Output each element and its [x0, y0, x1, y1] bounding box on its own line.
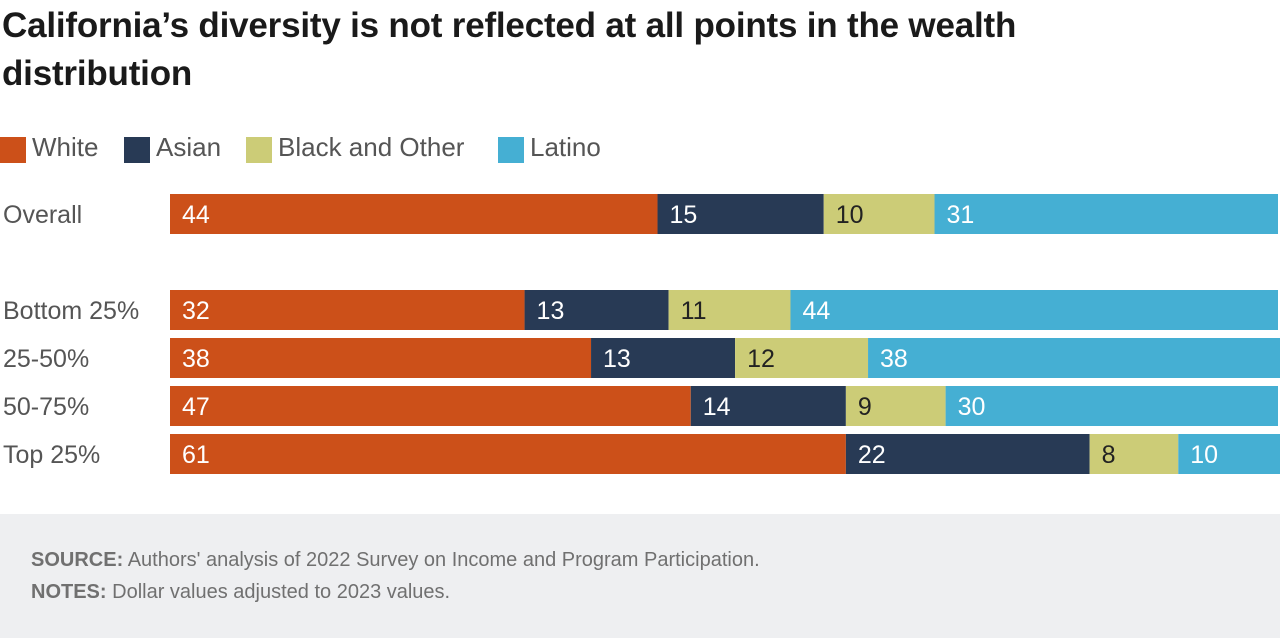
data-label-white-overall: 44: [182, 201, 210, 229]
category-label-bottom-25pct: Bottom 25%: [3, 297, 139, 325]
legend-label-white: White: [32, 132, 99, 162]
bar-white-top-25pct: [170, 434, 846, 474]
bar-latino-top-25pct: [1178, 434, 1280, 474]
category-label-50-75pct: 50-75%: [3, 393, 89, 421]
data-label-latino-25-50pct: 38: [880, 345, 908, 373]
source-label: SOURCE:: [31, 549, 124, 571]
bar-latino-25-50pct: [868, 338, 1280, 378]
bar-asian-overall: [657, 194, 824, 234]
bar-white-overall: [170, 194, 658, 234]
bar-latino-bottom-25pct: [790, 290, 1278, 330]
data-label-asian-overall: 15: [670, 201, 698, 229]
bar-white-50-75pct: [170, 386, 691, 426]
data-label-black-and-other-25-50pct: 12: [747, 345, 775, 373]
data-label-latino-overall: 31: [947, 201, 975, 229]
notes-label: NOTES:: [31, 581, 107, 603]
bar-black-and-other-top-25pct: [1089, 434, 1179, 474]
bar-black-and-other-50-75pct: [845, 386, 946, 426]
legend-label-asian: Asian: [156, 132, 222, 162]
bar-black-and-other-25-50pct: [735, 338, 869, 378]
data-label-black-and-other-50-75pct: 9: [858, 393, 872, 421]
notes-note: NOTES: Dollar values adjusted to 2023 va…: [31, 579, 450, 605]
source-text: Authors' analysis of 2022 Survey on Inco…: [127, 549, 760, 571]
data-label-latino-50-75pct: 30: [958, 393, 986, 421]
bar-asian-50-75pct: [690, 386, 846, 426]
chart-title: California’s diversity is not reflected …: [2, 6, 1017, 93]
data-label-latino-bottom-25pct: 44: [802, 297, 830, 325]
notes-text: Dollar values adjusted to 2023 values.: [112, 581, 451, 603]
legend-swatch-latino: [498, 137, 524, 163]
legend-swatch-black-and-other: [246, 137, 272, 163]
bar-asian-top-25pct: [845, 434, 1090, 474]
legend-swatch-asian: [124, 137, 150, 163]
data-label-asian-bottom-25pct: 13: [537, 297, 565, 325]
data-label-asian-top-25pct: 22: [858, 441, 886, 469]
category-label-overall: Overall: [3, 201, 82, 229]
data-label-latino-top-25pct: 10: [1190, 441, 1218, 469]
stacked-bar-chart: Overall 44 15 10 31 Bottom 25% 32 13 11 44 25-50% 3…: [3, 194, 1280, 474]
bar-latino-overall: [934, 194, 1278, 234]
legend-label-black-and-other: Black and Other: [278, 132, 465, 162]
data-label-black-and-other-bottom-25pct: 11: [681, 297, 707, 325]
legend-label-latino: Latino: [530, 132, 601, 162]
data-label-asian-50-75pct: 14: [703, 393, 731, 421]
bar-black-and-other-bottom-25pct: [668, 290, 791, 330]
bar-white-bottom-25pct: [170, 290, 525, 330]
bar-asian-25-50pct: [591, 338, 736, 378]
bar-asian-bottom-25pct: [524, 290, 669, 330]
bar-latino-50-75pct: [945, 386, 1278, 426]
source-note: SOURCE: Authors' analysis of 2022 Survey…: [31, 547, 760, 573]
data-label-white-bottom-25pct: 32: [182, 297, 210, 325]
bar-black-and-other-overall: [823, 194, 935, 234]
data-label-white-top-25pct: 61: [182, 441, 210, 469]
data-label-asian-25-50pct: 13: [603, 345, 631, 373]
category-label-25-50pct: 25-50%: [3, 345, 89, 373]
bar-white-25-50pct: [170, 338, 592, 378]
data-label-white-25-50pct: 38: [182, 345, 210, 373]
data-label-white-50-75pct: 47: [182, 393, 210, 421]
data-label-black-and-other-top-25pct: 8: [1102, 441, 1116, 469]
legend-swatch-white: [0, 137, 26, 163]
footer: SOURCE: Authors' analysis of 2022 Survey…: [0, 514, 1280, 638]
data-label-black-and-other-overall: 10: [836, 201, 864, 229]
category-label-top-25pct: Top 25%: [3, 441, 100, 469]
